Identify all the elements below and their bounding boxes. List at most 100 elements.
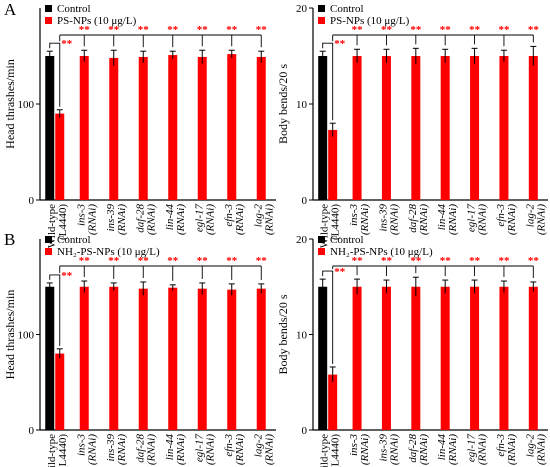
x-tick-label: lag-2(RNAi) [524,204,547,236]
significance-marker: ** [528,255,540,267]
bar-treatment [528,56,538,200]
bar-treatment [197,288,207,430]
significance-marker: ** [79,24,91,36]
x-tick-label: egl-17(RNAi) [193,204,216,236]
bar-treatment [381,56,391,200]
significance-marker: ** [108,24,120,36]
significance-marker: ** [469,24,481,36]
x-tick-label: ins-39(RNAi) [105,434,128,466]
x-tick-label: efn-3(RNAi) [495,434,518,466]
x-tick-label: ins-3(RNAi) [75,204,98,236]
x-tick-label: daf-28(RNAi) [407,434,430,466]
significance-marker: ** [381,255,393,267]
significance-marker: ** [381,24,393,36]
y-tick-label: 100 [18,330,35,342]
x-tick-label: lin-44(RNAi) [164,204,187,236]
bar-treatment [256,288,266,430]
y-axis-label: Head thrashes/min [3,59,17,149]
significance-marker: ** [256,255,268,267]
significance-marker: ** [79,255,91,267]
legend-swatch-control [45,236,52,243]
significance-marker: ** [440,255,452,267]
legend-label-treatment: NH₂-PS-NPs (10 μg/L) [57,246,160,258]
legend-swatch-control [318,236,325,243]
y-tick-label: 0 [302,425,308,437]
y-tick-label: 20 [296,3,308,15]
bar-treatment [352,56,362,200]
significance-marker: ** [334,38,346,50]
x-tick-label: ins-3(RNAi) [348,434,371,466]
bar-control [45,286,55,430]
bar-treatment [440,286,450,430]
y-tick-label: 10 [296,330,308,342]
bar-treatment [197,56,207,201]
significance-bracket-wt [322,42,334,121]
bar-treatment [411,56,421,200]
bar-treatment [55,353,65,430]
x-tick-label: lin-44(RNAi) [436,204,459,236]
bar-control [318,286,328,430]
bar-treatment [256,56,266,201]
x-tick-label: egl-17(RNAi) [466,434,489,466]
significance-marker: ** [61,38,73,50]
bar-control [318,56,328,200]
x-tick-label: daf-28(RNAi) [134,434,157,466]
legend-label-control: Control [57,3,91,15]
significance-marker: ** [138,255,150,267]
x-tick-label: lag-2(RNAi) [252,434,275,466]
legend-label-control: Control [330,234,364,246]
significance-marker: ** [440,24,452,36]
x-tick-label: daf-28(RNAi) [134,204,157,236]
significance-marker: ** [197,24,209,36]
legend-label-treatment: NH₂-PS-NPs (10 μg/L) [330,246,433,258]
significance-marker: ** [226,255,238,267]
y-tick-label: 0 [302,195,308,207]
x-tick-label: Wild-type(L4440) [319,434,342,467]
significance-marker: ** [469,255,481,267]
significance-marker: ** [138,24,150,36]
bar-treatment [411,286,421,430]
legend-swatch-treatment [45,17,52,24]
chart-A-right: 0 10 20 Body bends/20 s ** ** ** ** ** ** ** ** Cont… [276,3,548,248]
x-tick-label: lin-44(RNAi) [164,434,187,466]
x-tick-label: Wild-type(L4440) [46,434,69,467]
y-axis-label: Body bends/20 s [276,294,290,374]
x-tick-label: ins-3(RNAi) [75,434,98,466]
significance-marker: ** [352,255,364,267]
bar-treatment [499,56,509,200]
bar-treatment [109,286,119,430]
legend-label-control: Control [330,3,364,15]
x-tick-label: ins-39(RNAi) [105,204,128,236]
significance-marker: ** [167,255,179,267]
significance-marker: ** [256,24,268,36]
significance-marker: ** [334,266,346,278]
bar-treatment [499,286,509,430]
legend-swatch-control [318,5,325,12]
significance-bracket-wt [49,42,61,107]
significance-marker: ** [108,255,120,267]
legend-label-treatment: PS-NPs (10 μg/L) [57,15,137,27]
bar-treatment [227,54,237,200]
bar-treatment [138,56,148,201]
y-tick-label: 20 [296,234,308,246]
x-tick-label: ins-39(RNAi) [377,204,400,236]
x-tick-label: ins-39(RNAi) [377,434,400,466]
bar-treatment [440,56,450,200]
bar-treatment [328,374,338,430]
bar-treatment [168,287,178,430]
bar-treatment [79,286,89,430]
x-tick-label: lin-44(RNAi) [436,434,459,466]
bar-treatment [168,55,178,200]
significance-marker: ** [498,255,510,267]
significance-marker: ** [410,24,422,36]
significance-marker: ** [352,24,364,36]
bar-control [45,56,55,200]
significance-marker: ** [410,255,422,267]
bar-treatment [109,57,119,200]
legend-swatch-treatment [45,248,52,255]
y-axis-label: Body bends/20 s [276,64,290,144]
significance-marker: ** [197,255,209,267]
x-tick-label: efn-3(RNAi) [223,434,246,466]
